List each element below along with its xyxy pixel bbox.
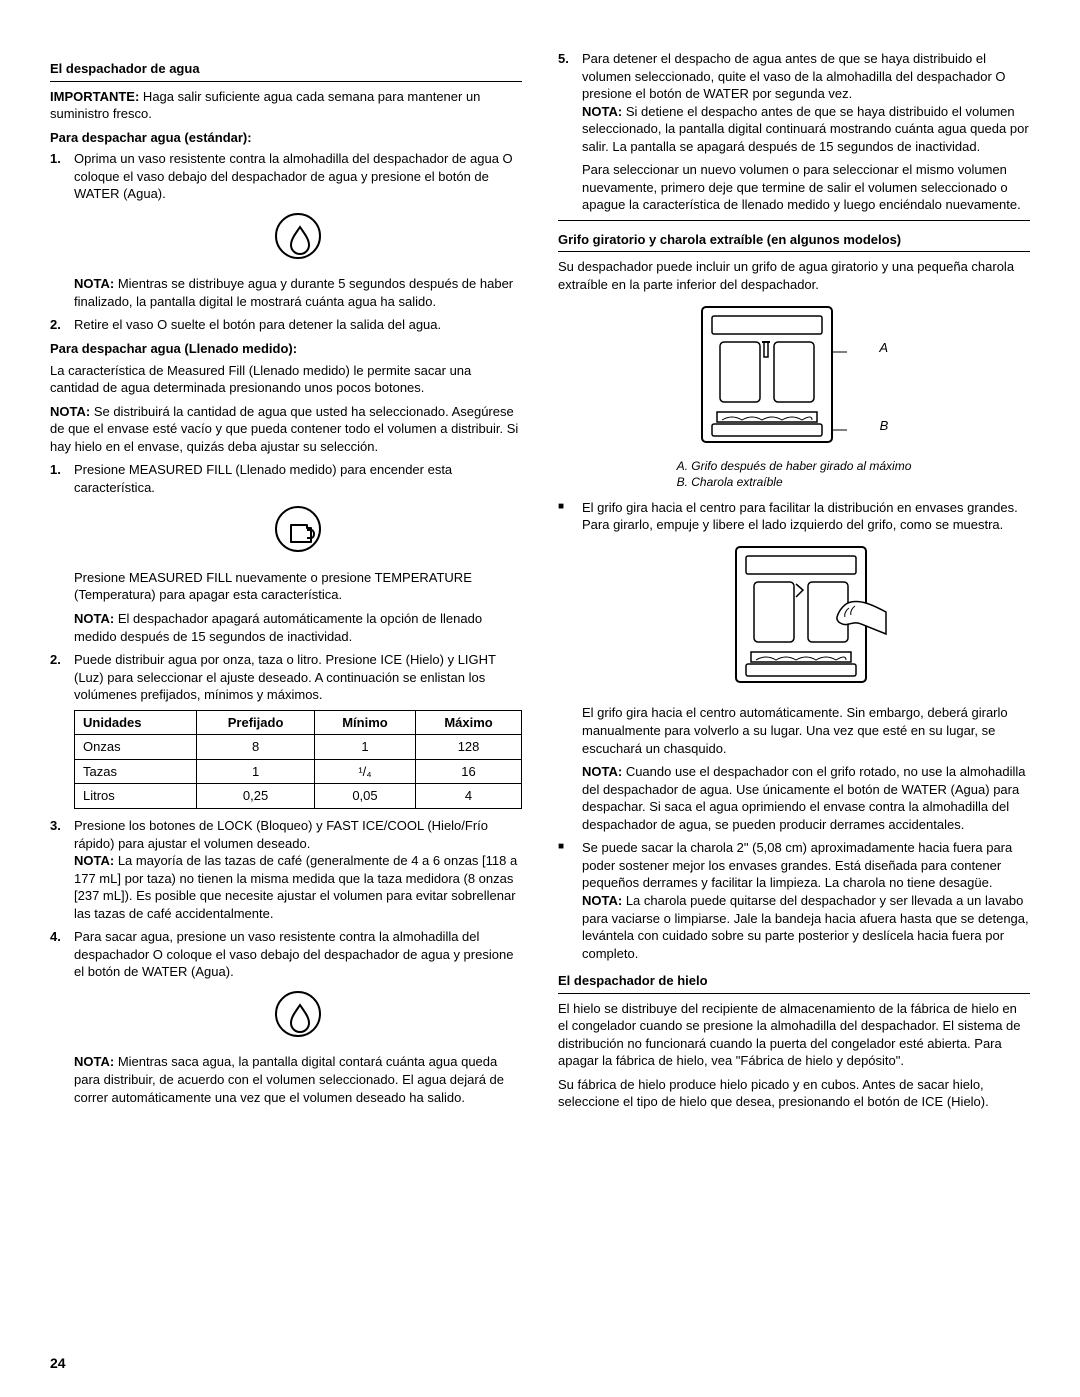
units-table: Unidades Prefijado Mínimo Máximo Onzas81… — [74, 710, 522, 809]
bullet-grifo-rotate: El grifo gira hacia el centro para facil… — [558, 499, 1030, 833]
mf-step-1-note: NOTA: El despachador apagará automáticam… — [74, 610, 522, 645]
dispenser-hand-diagram-icon — [721, 542, 891, 692]
table-row: Tazas1¹/₄16 — [75, 759, 522, 784]
heading-standard: Para despachar agua (estándar): — [50, 129, 522, 147]
mf-steps-cont: 5. Para detener el despacho de agua ante… — [558, 50, 1030, 214]
figure-dispenser-2 — [582, 542, 1030, 697]
heading-measured-fill: Para despachar agua (Llenado medido): — [50, 340, 522, 358]
std-step-1: 1. Oprima un vaso resistente contra la a… — [50, 150, 522, 310]
ice-para-2: Su fábrica de hielo produce hielo picado… — [558, 1076, 1030, 1111]
water-drop-icon — [275, 991, 321, 1037]
ice-para-1: El hielo se distribuye del recipiente de… — [558, 1000, 1030, 1070]
mf-step-5-note: NOTA: Si detiene el despacho antes de qu… — [582, 103, 1030, 156]
mf-step-2: 2. Puede distribuir agua por onza, taza … — [50, 651, 522, 809]
divider — [558, 220, 1030, 221]
page-columns: El despachador de agua IMPORTANTE: Haga … — [50, 50, 1030, 1117]
grifo-intro: Su despachador puede incluir un grifo de… — [558, 258, 1030, 293]
std-step-2: 2. Retire el vaso O suelte el botón para… — [50, 316, 522, 334]
mf-intro: La característica de Measured Fill (Llen… — [50, 362, 522, 397]
figure-dispenser-1: A B A. Grifo después de haber girado al … — [558, 302, 1030, 491]
std-step-1-note: NOTA: Mientras se distribuye agua y dura… — [74, 275, 522, 310]
bullet-1-note: NOTA: Cuando use el despachador con el g… — [582, 763, 1030, 833]
mf-step-4: 4. Para sacar agua, presione un vaso res… — [50, 928, 522, 1106]
label-b: B — [880, 418, 889, 433]
table-row: Litros0,250,054 — [75, 784, 522, 809]
standard-steps: 1. Oprima un vaso resistente contra la a… — [50, 150, 522, 334]
heading-grifo: Grifo giratorio y charola extraíble (en … — [558, 231, 1030, 253]
dispenser-diagram-icon — [682, 302, 882, 452]
label-a: A — [879, 340, 888, 355]
measuring-cup-icon — [275, 506, 321, 552]
important-note: IMPORTANTE: Haga salir suficiente agua c… — [50, 88, 522, 123]
page-number: 24 — [50, 1354, 66, 1373]
left-column: El despachador de agua IMPORTANTE: Haga … — [50, 50, 522, 1117]
mf-note: NOTA: Se distribuirá la cantidad de agua… — [50, 403, 522, 456]
water-drop-icon — [275, 213, 321, 259]
figure-caption: A. Grifo después de haber girado al máxi… — [677, 458, 912, 490]
bullet-2-note: NOTA: La charola puede quitarse del desp… — [582, 892, 1030, 962]
bullet-tray: Se puede sacar la charola 2" (5,08 cm) a… — [558, 839, 1030, 962]
grifo-bullets: El grifo gira hacia el centro para facil… — [558, 499, 1030, 962]
mf-step-3-note: NOTA: La mayoría de las tazas de café (g… — [74, 852, 522, 922]
mf-step-5: 5. Para detener el despacho de agua ante… — [558, 50, 1030, 214]
heading-water-dispenser: El despachador de agua — [50, 60, 522, 82]
right-column: 5. Para detener el despacho de agua ante… — [558, 50, 1030, 1117]
mf-steps: 1. Presione MEASURED FILL (Llenado medid… — [50, 461, 522, 1106]
mf-step-1: 1. Presione MEASURED FILL (Llenado medid… — [50, 461, 522, 645]
heading-ice-dispenser: El despachador de hielo — [558, 972, 1030, 994]
mf-step-3: 3. Presione los botones de LOCK (Bloqueo… — [50, 817, 522, 922]
table-row: Onzas81128 — [75, 735, 522, 760]
mf-step-4-note: NOTA: Mientras saca agua, la pantalla di… — [74, 1053, 522, 1106]
